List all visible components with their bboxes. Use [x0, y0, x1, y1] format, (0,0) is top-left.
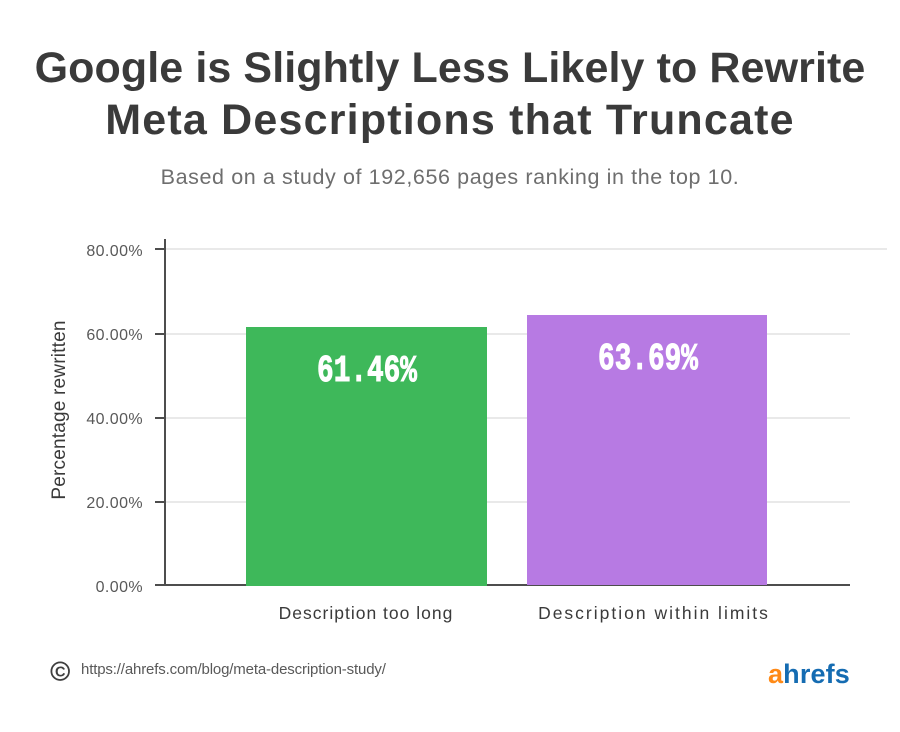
svg-text:C: C [55, 665, 66, 681]
